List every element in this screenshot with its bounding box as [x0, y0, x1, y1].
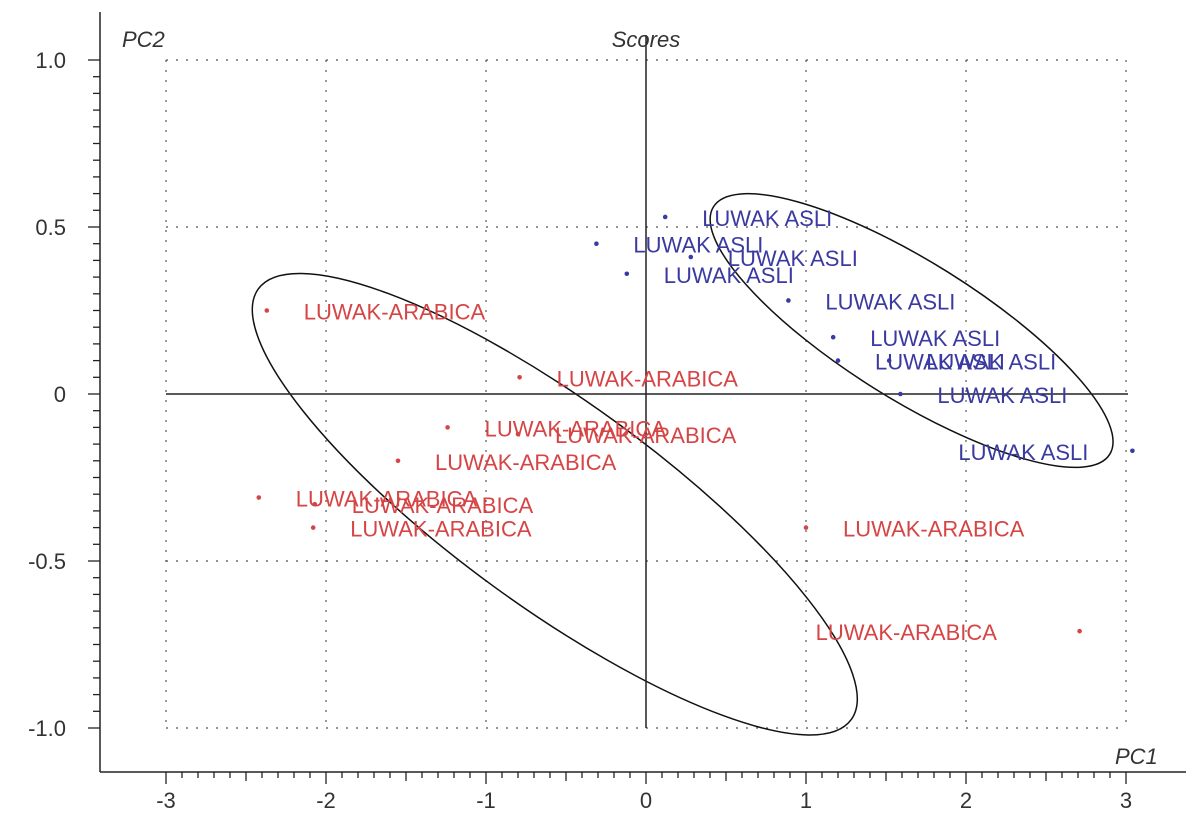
point-label-luwak_arabica: LUWAK-ARABICA: [557, 366, 739, 391]
point-label-luwak_arabica: LUWAK-ARABICA: [435, 450, 617, 475]
y-tick-label: -0.5: [28, 549, 66, 574]
points: [256, 214, 1135, 634]
point-luwak_arabica: [256, 495, 262, 500]
point-luwak_arabica: [1077, 628, 1082, 634]
x-axis-title: PC1: [1115, 744, 1158, 769]
x-tick-label: -2: [316, 788, 336, 813]
point-label-luwak_asli: LUWAK ASLI: [926, 350, 1056, 375]
x-tick-label: -3: [156, 788, 176, 813]
x-tick-label: 0: [640, 788, 652, 813]
point-label-luwak_arabica: LUWAK-ARABICA: [304, 300, 486, 325]
point-luwak_arabica: [310, 525, 316, 530]
x-tick-label: 2: [960, 788, 972, 813]
y-tick-label: 0.5: [35, 215, 66, 240]
point-label-luwak_asli: LUWAK ASLI: [937, 383, 1067, 408]
point-label-luwak_asli: LUWAK ASLI: [870, 326, 1000, 351]
zero-axes: [166, 35, 1128, 728]
point-luwak_arabica: [445, 425, 450, 430]
ellipse-luwak_asli: [709, 192, 1114, 469]
point-label-luwak_arabica: LUWAK-ARABICA: [555, 423, 737, 448]
x-tick-label: 1: [800, 788, 812, 813]
point-label-luwak_asli: LUWAK ASLI: [875, 350, 1005, 375]
point-label-luwak_asli: LUWAK ASLI: [958, 440, 1088, 465]
point-luwak_arabica: [395, 458, 401, 464]
point-label-luwak_asli: LUWAK ASLI: [633, 233, 763, 258]
point-luwak_asli: [835, 358, 841, 363]
point-luwak_arabica: [517, 375, 522, 380]
x-tick-label: -1: [476, 788, 496, 813]
point-label-luwak_arabica: LUWAK-ARABICA: [485, 416, 667, 441]
point-luwak_arabica: [312, 501, 318, 507]
point-luwak_arabica: [515, 431, 521, 437]
point-luwak_asli: [662, 214, 668, 220]
y-tick-label: -1.0: [28, 716, 66, 741]
point-luwak_arabica: [264, 308, 270, 313]
y-tick-label: 1.0: [35, 48, 66, 73]
point-luwak_asli: [624, 271, 630, 277]
point-label-luwak_asli: LUWAK ASLI: [728, 246, 858, 271]
x-tick-label: 3: [1120, 788, 1132, 813]
ellipse-luwak_arabica: [251, 272, 859, 736]
point-luwak_asli: [594, 241, 599, 246]
point-luwak_asli: [1130, 448, 1135, 454]
point-label-luwak_arabica: LUWAK-ARABICA: [843, 517, 1025, 542]
y-tick-label: 0: [54, 382, 66, 407]
point-label-luwak_arabica: LUWAK-ARABICA: [296, 487, 478, 512]
point-label-luwak_asli: LUWAK ASLI: [664, 263, 794, 288]
point-luwak_asli: [886, 358, 892, 363]
axes: -3 -2 -1 0 1 2 3 1.0 0.5 0 -0.5 -1.0: [28, 12, 1186, 813]
confidence-ellipses: [251, 192, 1114, 736]
point-luwak_asli: [898, 391, 903, 397]
point-label-luwak_asli: LUWAK ASLI: [702, 206, 832, 231]
y-axis-title: PC2: [122, 27, 165, 52]
point-luwak_asli: [786, 298, 791, 303]
point-label-luwak_arabica: LUWAK-ARABICA: [350, 517, 532, 542]
point-label-luwak_asli: LUWAK ASLI: [825, 289, 955, 314]
point-label-luwak_arabica: LUWAK-ARABICA: [816, 620, 998, 645]
point-label-luwak_arabica: LUWAK-ARABICA: [352, 493, 534, 518]
chart-title: Scores: [612, 27, 680, 52]
point-luwak_arabica: [803, 525, 809, 530]
point-luwak_asli: [688, 254, 694, 260]
point-luwak_asli: [830, 334, 836, 340]
